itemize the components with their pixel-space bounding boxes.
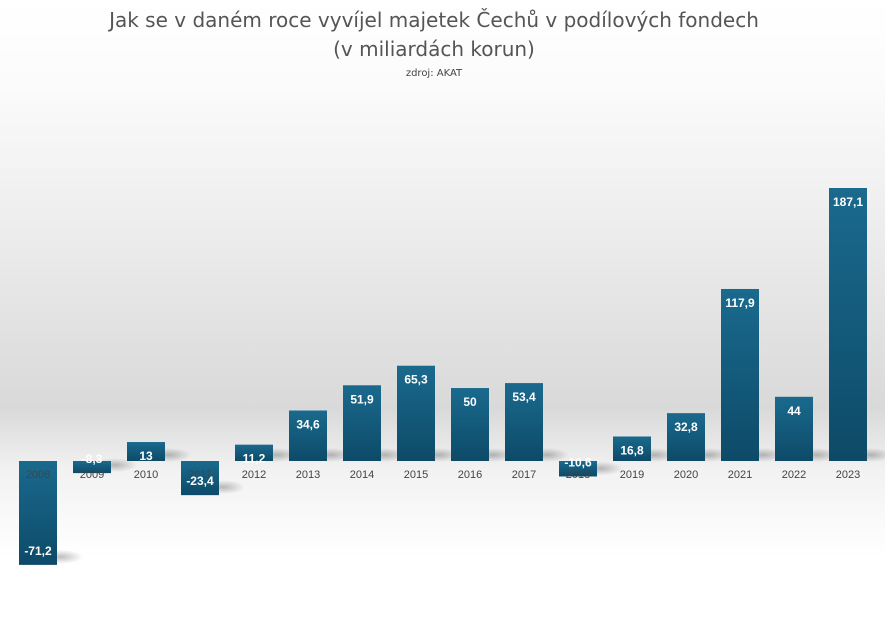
data-label-2013: 34,6	[296, 418, 320, 432]
data-label-2018: -10,6	[564, 455, 592, 469]
bar-2019	[613, 436, 651, 461]
x-tick-2023: 2023	[836, 469, 860, 481]
x-tick-2017: 2017	[512, 469, 536, 481]
bar-2011	[181, 461, 219, 496]
bar-2015	[397, 365, 435, 461]
data-label-2009: -8,3	[82, 452, 103, 466]
data-label-2021: 117,9	[725, 296, 755, 310]
chart-source: zdroj: AKAT	[406, 68, 463, 79]
data-label-2010: 13	[139, 449, 153, 463]
bar-2020	[667, 413, 705, 461]
x-tick-2014: 2014	[350, 469, 374, 481]
chart-title-line-1: Jak se v daném roce vyvíjel majetek Čech…	[107, 8, 759, 32]
chart-title-line-2: (v miliardách korun)	[333, 37, 535, 61]
data-label-2014: 51,9	[350, 392, 374, 406]
x-tick-2018: 2018	[566, 469, 590, 481]
x-tick-2013: 2013	[296, 469, 320, 481]
bar-2018	[559, 461, 597, 477]
data-label-2019: 16,8	[620, 443, 644, 457]
bar-2021	[721, 288, 759, 461]
bars-group	[19, 188, 867, 565]
x-tick-2020: 2020	[674, 469, 698, 481]
bar-2016	[451, 388, 489, 461]
x-tick-2015: 2015	[404, 469, 428, 481]
data-label-2011: -23,4	[186, 474, 214, 488]
bar-2013	[289, 410, 327, 461]
x-tick-2012: 2012	[242, 469, 266, 481]
bar-2008	[19, 461, 57, 565]
data-label-2017: 53,4	[512, 390, 536, 404]
bar-2014	[343, 385, 381, 461]
bar-2017	[505, 383, 543, 461]
bar-2010	[127, 442, 165, 461]
x-axis-ticks: 2008 2009 2010 2011 2012 2013 2014 2015 2016 2017…	[26, 469, 860, 481]
data-labels: -71,2 -8,3 13 -23,4 11,2 34,6 51,9 65,3 50 53,4 -1…	[24, 195, 863, 558]
data-label-2016: 50	[463, 395, 477, 409]
data-label-2020: 32,8	[674, 420, 698, 434]
bar-2023	[829, 188, 867, 461]
data-label-2008: -71,2	[24, 544, 52, 558]
bar-2022	[775, 396, 813, 461]
data-label-2023: 187,1	[833, 195, 863, 209]
x-tick-2009: 2009	[80, 469, 104, 481]
x-tick-2021: 2021	[728, 469, 752, 481]
x-tick-2022: 2022	[782, 469, 806, 481]
bar-2012	[235, 444, 273, 461]
x-tick-2008: 2008	[26, 469, 50, 481]
data-label-2022: 44	[787, 404, 801, 418]
x-tick-2016: 2016	[458, 469, 482, 481]
x-tick-2010: 2010	[134, 469, 158, 481]
data-label-2015: 65,3	[404, 373, 428, 387]
x-tick-2019: 2019	[620, 469, 644, 481]
bar-2009	[73, 461, 111, 474]
x-tick-2011: 2011	[188, 469, 212, 481]
data-label-2012: 11,2	[243, 452, 266, 466]
